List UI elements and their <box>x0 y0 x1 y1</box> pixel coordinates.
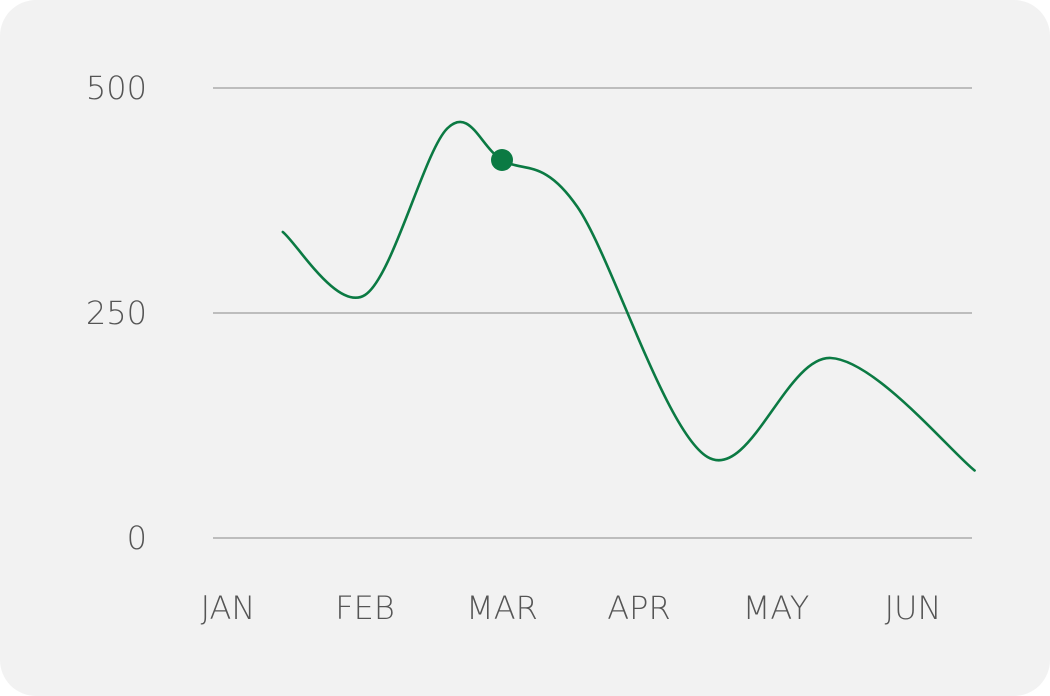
series-layer <box>281 120 976 472</box>
y-tick-label: 0 <box>127 519 147 557</box>
y-axis-tick-labels: 0 250 500 <box>86 69 147 557</box>
x-tick-label: JAN <box>201 589 256 627</box>
x-tick-label: MAR <box>466 589 538 627</box>
x-tick-label: FEB <box>335 589 395 627</box>
series-line <box>281 120 976 472</box>
gridlines <box>213 87 972 539</box>
y-tick-label: 500 <box>86 69 147 107</box>
y-tick-label: 250 <box>86 294 147 332</box>
x-axis-tick-labels: JAN FEB MAR APR MAY JUN <box>201 589 942 627</box>
x-tick-label: APR <box>607 589 670 627</box>
highlighted-point-marker[interactable] <box>491 149 513 171</box>
x-tick-label: JUN <box>885 589 942 627</box>
x-tick-label: MAY <box>743 589 810 627</box>
